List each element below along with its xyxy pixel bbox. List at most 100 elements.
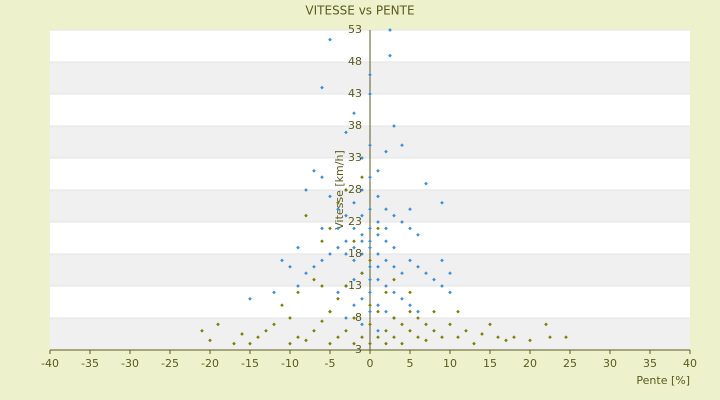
point bbox=[328, 252, 332, 256]
point bbox=[320, 175, 324, 180]
x-tick-label: -25 bbox=[161, 357, 179, 370]
point bbox=[392, 245, 396, 250]
x-tick-label: -10 bbox=[281, 357, 299, 370]
point bbox=[296, 335, 300, 340]
point bbox=[320, 258, 324, 263]
point bbox=[424, 338, 428, 343]
point bbox=[504, 338, 508, 343]
x-tick-label: -20 bbox=[201, 357, 219, 370]
y-tick-label: 28 bbox=[348, 183, 362, 196]
point bbox=[424, 271, 428, 276]
point bbox=[216, 322, 220, 327]
x-tick-label: 40 bbox=[683, 357, 697, 370]
point bbox=[360, 213, 364, 218]
point bbox=[312, 264, 316, 269]
point bbox=[376, 226, 380, 231]
point bbox=[432, 309, 436, 314]
point bbox=[280, 303, 284, 308]
point bbox=[448, 290, 452, 295]
point bbox=[248, 296, 252, 301]
point bbox=[360, 188, 364, 192]
point bbox=[240, 332, 244, 336]
point bbox=[488, 322, 492, 327]
point bbox=[368, 239, 372, 244]
point bbox=[368, 264, 372, 269]
point bbox=[360, 252, 364, 256]
point bbox=[352, 303, 356, 308]
point bbox=[368, 92, 372, 96]
point bbox=[416, 232, 420, 237]
point bbox=[312, 328, 316, 333]
point bbox=[384, 290, 388, 295]
point bbox=[352, 245, 356, 250]
point bbox=[360, 322, 364, 327]
point bbox=[384, 258, 388, 263]
point bbox=[424, 181, 428, 186]
point bbox=[384, 309, 388, 314]
point bbox=[352, 341, 356, 346]
point bbox=[328, 341, 332, 346]
point bbox=[296, 284, 300, 288]
point bbox=[400, 322, 404, 327]
point bbox=[440, 258, 444, 263]
point bbox=[456, 309, 460, 314]
x-tick-label: 25 bbox=[563, 357, 577, 370]
point bbox=[248, 341, 252, 346]
point bbox=[384, 328, 388, 333]
point bbox=[320, 319, 324, 324]
point bbox=[368, 175, 372, 180]
point bbox=[368, 143, 372, 148]
point bbox=[288, 264, 292, 269]
y-tick-label: 13 bbox=[348, 279, 362, 292]
point bbox=[344, 130, 348, 135]
point bbox=[376, 328, 380, 333]
point bbox=[312, 168, 316, 173]
point bbox=[328, 226, 332, 231]
point bbox=[440, 335, 444, 340]
point bbox=[320, 239, 324, 244]
point bbox=[360, 271, 364, 276]
point bbox=[272, 290, 276, 295]
point bbox=[368, 322, 372, 327]
point bbox=[320, 226, 324, 231]
point bbox=[288, 316, 292, 320]
x-tick-label: 15 bbox=[483, 357, 497, 370]
point bbox=[328, 194, 332, 199]
point bbox=[368, 303, 372, 308]
point bbox=[336, 245, 340, 250]
point bbox=[376, 309, 380, 314]
point bbox=[384, 341, 388, 346]
point bbox=[544, 322, 548, 327]
point bbox=[280, 258, 284, 263]
point bbox=[360, 175, 364, 180]
point bbox=[392, 124, 396, 128]
chart-title: VITESSE vs PENTE bbox=[305, 4, 414, 18]
point bbox=[336, 290, 340, 295]
point bbox=[376, 194, 380, 199]
point bbox=[344, 328, 348, 333]
point bbox=[352, 277, 356, 282]
point bbox=[384, 207, 388, 212]
x-tick-label: 10 bbox=[443, 357, 457, 370]
point bbox=[400, 341, 404, 346]
point bbox=[352, 200, 356, 205]
point bbox=[368, 290, 372, 295]
point bbox=[336, 296, 340, 301]
point bbox=[376, 252, 380, 256]
point bbox=[416, 264, 420, 269]
point bbox=[416, 335, 420, 340]
point bbox=[320, 284, 324, 288]
y-tick-label: 3 bbox=[355, 343, 362, 356]
point bbox=[376, 220, 380, 224]
point bbox=[296, 290, 300, 295]
point bbox=[360, 232, 364, 237]
point bbox=[392, 316, 396, 320]
point bbox=[448, 271, 452, 276]
x-tick-label: -15 bbox=[241, 357, 259, 370]
point bbox=[376, 277, 380, 282]
point bbox=[512, 335, 516, 340]
point bbox=[400, 271, 404, 276]
point bbox=[288, 341, 292, 346]
point bbox=[352, 226, 356, 231]
